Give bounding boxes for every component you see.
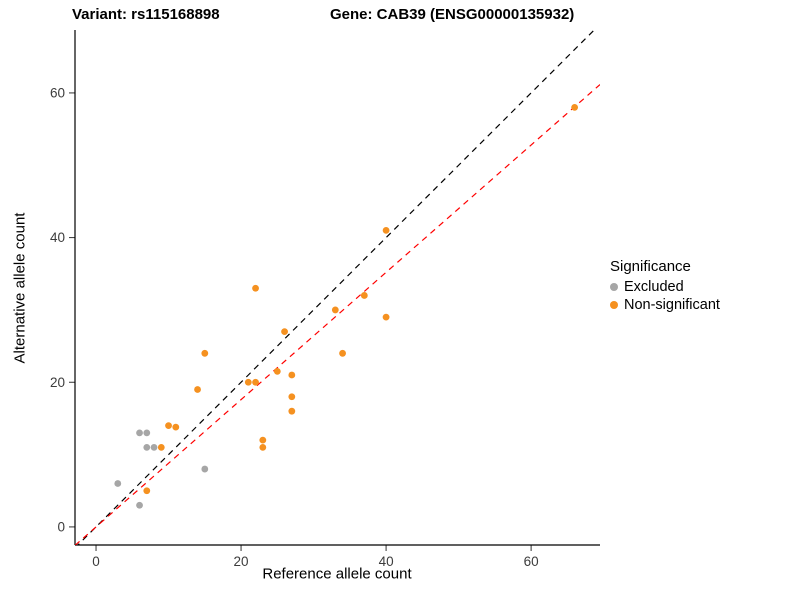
svg-text:60: 60 — [524, 554, 539, 569]
svg-text:0: 0 — [92, 554, 100, 569]
legend-item-non-significant: Non-significant — [610, 296, 720, 314]
y-axis-label: Alternative allele count — [11, 212, 29, 364]
series-non-significant — [143, 103, 579, 495]
excluded-dot-icon — [610, 283, 618, 291]
x-axis-label: Reference allele count — [262, 565, 412, 583]
legend: Significance Excluded Non-significant — [610, 258, 720, 314]
plot-title-gene: Gene: CAB39 (ENSG00000135932) — [330, 6, 575, 23]
non-significant-dot-icon — [610, 301, 618, 309]
plot-title-variant: Variant: rs115168898 — [72, 6, 220, 23]
svg-text:20: 20 — [234, 554, 249, 569]
legend-item-label: Excluded — [624, 279, 684, 295]
legend-title: Significance — [610, 258, 691, 275]
svg-text:40: 40 — [50, 230, 65, 245]
svg-text:20: 20 — [50, 375, 65, 390]
series-excluded — [114, 429, 209, 509]
svg-text:40: 40 — [379, 554, 394, 569]
legend-item-label: Non-significant — [624, 297, 720, 313]
svg-text:60: 60 — [50, 85, 65, 100]
legend-item-excluded: Excluded — [610, 278, 720, 296]
svg-text:0: 0 — [57, 519, 65, 534]
